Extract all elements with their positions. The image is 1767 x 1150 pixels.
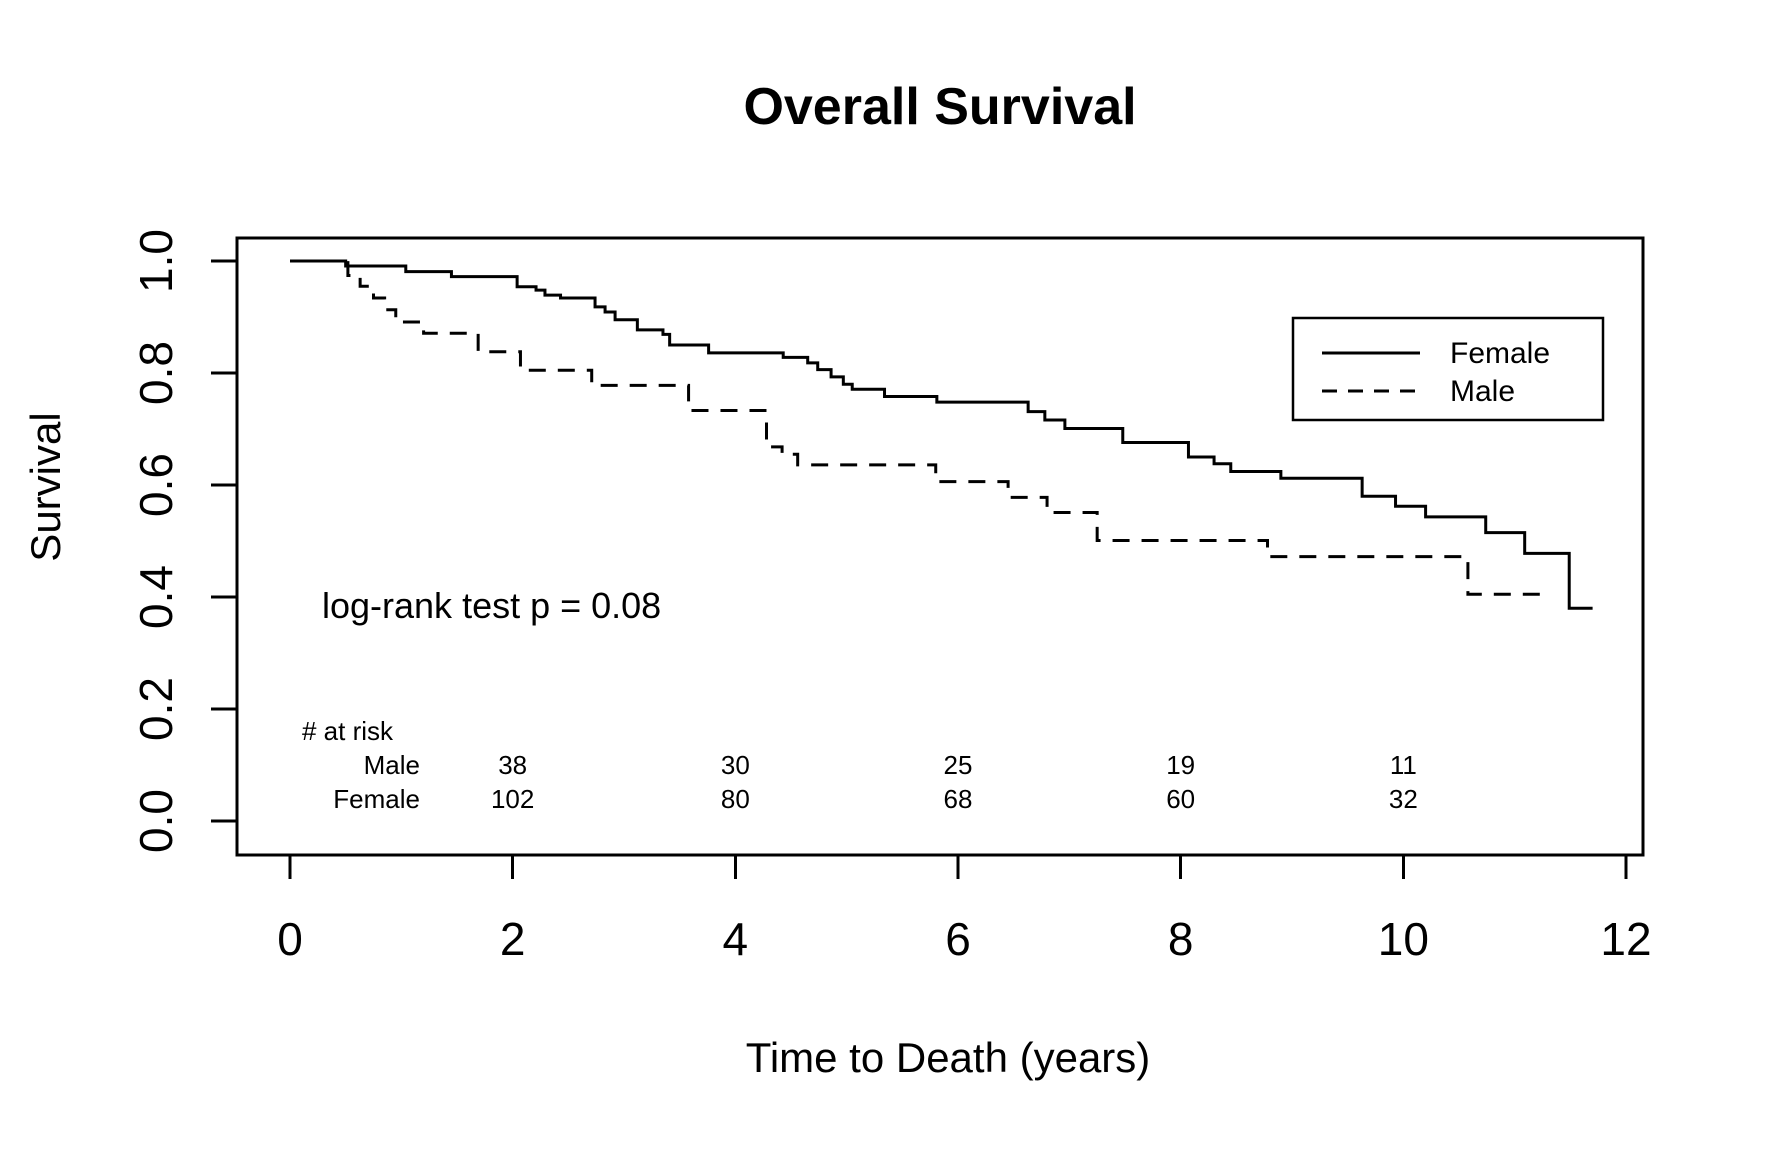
survival-curve-female: [290, 259, 1593, 610]
x-tick-label: 6: [945, 913, 971, 965]
logrank-annotation: log-rank test p = 0.08: [322, 585, 661, 626]
risk-count: 68: [944, 784, 973, 814]
risk-count: 38: [498, 750, 527, 780]
x-axis-tick-labels: 0 2 4 6 8 10 12: [277, 913, 1651, 965]
x-tick-label: 2: [500, 913, 526, 965]
x-tick-label: 12: [1600, 913, 1651, 965]
risk-count: 30: [721, 750, 750, 780]
risk-count: 32: [1389, 784, 1418, 814]
x-axis-title: Time to Death (years): [746, 1034, 1151, 1081]
risk-count: 25: [944, 750, 973, 780]
y-axis-title: Survival: [22, 412, 69, 561]
x-tick-label: 0: [277, 913, 303, 965]
y-tick-label: 0.4: [130, 565, 182, 629]
legend-box: [1291, 316, 1605, 422]
legend-label-female: Female: [1450, 337, 1550, 370]
risk-count: 11: [1390, 750, 1417, 780]
y-tick-label: 0.2: [130, 677, 182, 741]
x-axis-ticks: [288, 855, 1628, 879]
risk-counts: 38 30 25 19 11 102 80 68 60 32: [491, 750, 1418, 814]
risk-count: 80: [721, 784, 750, 814]
x-tick-label: 8: [1168, 913, 1194, 965]
y-axis-ticks: [211, 259, 237, 823]
risk-count: 60: [1166, 784, 1195, 814]
chart-title: Overall Survival: [743, 78, 1136, 136]
risk-row-label-female: Female: [333, 784, 420, 814]
risk-count: 19: [1166, 750, 1195, 780]
legend-label-male: Male: [1450, 375, 1515, 408]
plot-frame: [235, 236, 1645, 857]
x-tick-label: 10: [1378, 913, 1429, 965]
risk-count: 102: [491, 784, 534, 814]
y-axis-tick-labels: 0.0 0.2 0.4 0.6 0.8 1.0: [130, 229, 182, 853]
survival-curve-male: [290, 259, 1546, 596]
y-tick-label: 0.6: [130, 453, 182, 517]
y-tick-label: 1.0: [130, 229, 182, 293]
x-tick-label: 4: [723, 913, 749, 965]
risk-row-label-male: Male: [364, 750, 420, 780]
risk-table-header: # at risk: [302, 716, 394, 746]
risk-table: # at risk Male Female 38 30 25 19 11 102 80 68 6…: [302, 716, 1418, 814]
y-tick-label: 0.0: [130, 789, 182, 853]
survival-curves: [290, 259, 1593, 610]
y-tick-label: 0.8: [130, 341, 182, 405]
legend: Female Male: [1291, 316, 1605, 422]
